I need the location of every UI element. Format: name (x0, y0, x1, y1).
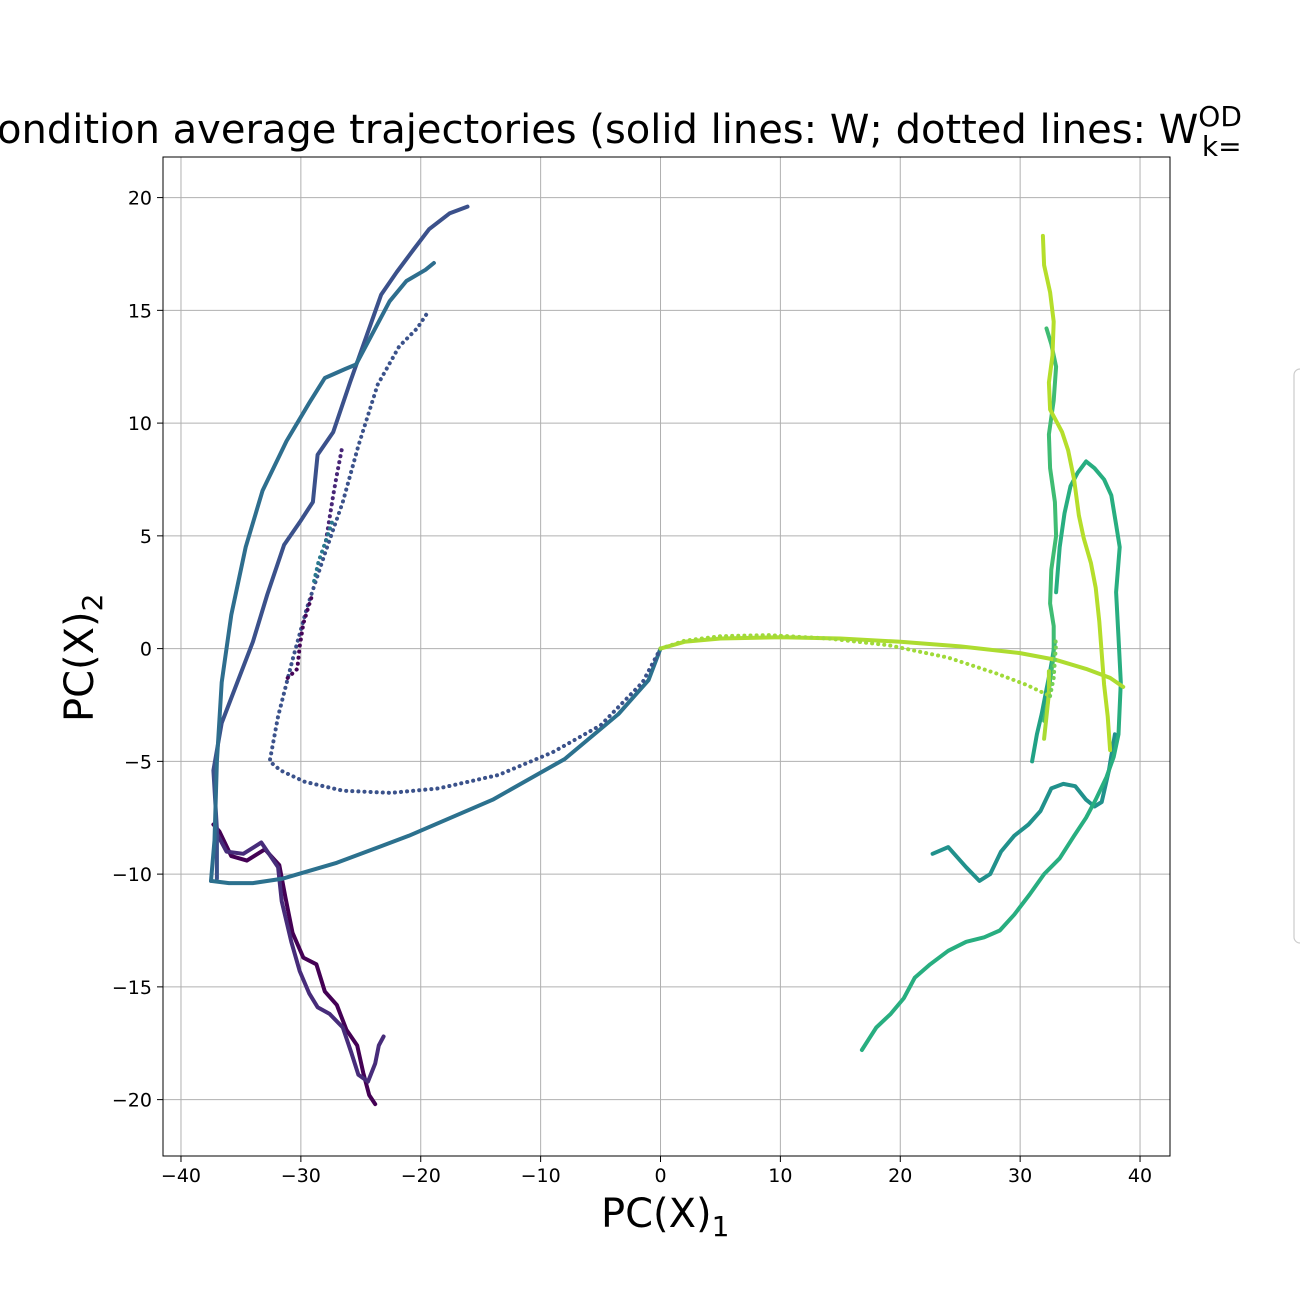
chart-title-subscript: k= (1202, 130, 1242, 163)
dotted-trajectory-17 (1048, 635, 1059, 698)
solid-trajectory-3 (209, 646, 663, 886)
x-tick-label: −10 (521, 1165, 561, 1187)
y-tick-label: −10 (112, 864, 152, 886)
y-tick-label: −15 (112, 977, 152, 999)
dotted-trajectory-7 (324, 448, 344, 543)
x-tick-label: 10 (768, 1165, 792, 1187)
dotted-trajectory-8 (312, 520, 334, 583)
x-tick-label: 20 (888, 1165, 912, 1187)
y-tick-label: 10 (128, 413, 152, 435)
dotted-trajectory-5 (267, 308, 663, 795)
x-axis-label: PC(X)1 (601, 1191, 730, 1243)
y-tick-label: 15 (128, 300, 152, 322)
solid-trajectory-9 (930, 732, 1117, 883)
x-tick-label: −40 (161, 1165, 201, 1187)
y-tick-label: 20 (128, 188, 152, 210)
grid-lines (163, 157, 1170, 1156)
x-tick-label: −30 (281, 1165, 321, 1187)
y-axis-label-subscript: 2 (76, 594, 109, 612)
series-layer (209, 204, 1126, 1107)
solid-trajectory-4 (209, 261, 436, 883)
solid-trajectory-1 (213, 829, 386, 1084)
solid-trajectory-15 (1042, 669, 1051, 741)
solid-trajectory-13 (658, 635, 1126, 689)
solid-trajectory-0 (211, 822, 378, 1107)
x-tick-label: 30 (1008, 1165, 1032, 1187)
chart-title: ondition average trajectories (solid lin… (0, 100, 1242, 163)
x-axis-label-subscript: 1 (712, 1210, 730, 1243)
x-tick-label: −20 (401, 1165, 441, 1187)
y-tick-label: 5 (140, 526, 152, 548)
y-tick-label: 0 (140, 639, 152, 661)
solid-trajectory-11 (859, 459, 1123, 1052)
plot-frame (162, 156, 1171, 1157)
axis-ticks: −40 −30 −20 −10 0 10 20 30 40 −20 −15 −10 −5 0 5 10 15 20 (112, 188, 1152, 1187)
solid-trajectory-12 (1042, 326, 1059, 723)
dotted-trajectory-6 (285, 594, 314, 680)
chart-title-superscript: OD (1198, 100, 1242, 133)
y-axis-label: PC(X)2 (57, 594, 109, 723)
solid-trajectory-2 (211, 204, 470, 881)
solid-trajectory-14 (1040, 233, 1113, 753)
y-tick-label: −20 (112, 1090, 152, 1112)
legend-box (1293, 368, 1300, 944)
x-tick-label: 40 (1128, 1165, 1152, 1187)
x-tick-label: 0 (654, 1165, 666, 1187)
y-tick-label: −5 (124, 751, 152, 773)
dotted-trajectory-16 (658, 633, 1053, 698)
